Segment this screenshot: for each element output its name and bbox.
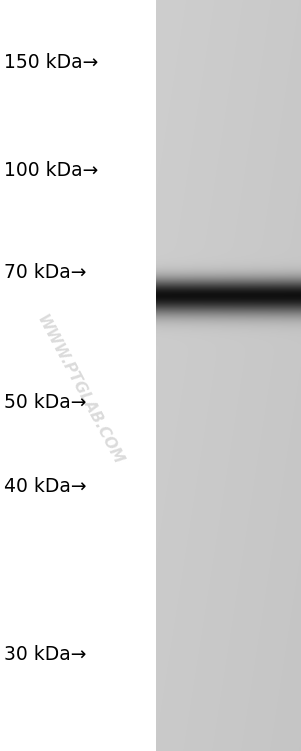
Text: 100 kDa→: 100 kDa→ bbox=[4, 161, 98, 179]
Text: 30 kDa→: 30 kDa→ bbox=[4, 646, 86, 665]
Text: 50 kDa→: 50 kDa→ bbox=[4, 393, 86, 412]
Text: WWW.PTGLAB.COM: WWW.PTGLAB.COM bbox=[34, 312, 126, 467]
Text: 40 kDa→: 40 kDa→ bbox=[4, 476, 87, 496]
Text: 70 kDa→: 70 kDa→ bbox=[4, 263, 86, 282]
Text: 150 kDa→: 150 kDa→ bbox=[4, 53, 98, 73]
